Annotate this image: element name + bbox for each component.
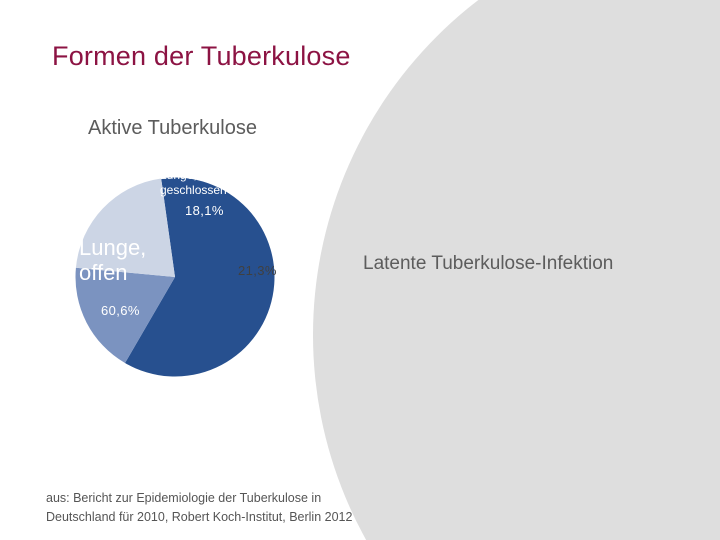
pie-slice-extrapulmonal [75, 178, 175, 277]
pie-chart-svg [75, 177, 275, 377]
pie-slice-label-lunge-offen: Lunge, offen [79, 235, 146, 286]
pie-chart [75, 177, 275, 377]
pie-slice-label-lunge-geschlossen-line1: Lunge, [160, 168, 197, 182]
pie-slice-value-extrapulmonal: 21,3% [238, 263, 277, 278]
pie-slice-label-lunge-offen-line2: offen [79, 260, 128, 286]
page-title: Formen der Tuberkulose [52, 41, 351, 71]
label-latent-tuberculosis-infection: Latente Tuberkulose-Infektion [363, 253, 614, 274]
pie-slice-label-lunge-geschlossen: Lunge, geschlossen [160, 168, 227, 198]
pie-slice-lunge-geschlossen [75, 267, 175, 364]
pie-slice-label-lunge-offen-line1: Lunge, [79, 235, 147, 260]
pie-slice-value-lunge-geschlossen: 18,1% [185, 203, 224, 218]
pie-slices [75, 177, 275, 377]
pie-slice-value-lunge-offen: 60,6% [101, 303, 140, 318]
section-heading-active-tuberculosis: Aktive Tuberkulose [88, 117, 257, 139]
pie-slice-lunge-offen [125, 177, 275, 377]
pie-slice-label-lunge-geschlossen-line2: geschlossen [160, 183, 227, 197]
source-footnote: aus: Bericht zur Epidemiologie der Tuber… [46, 491, 353, 524]
